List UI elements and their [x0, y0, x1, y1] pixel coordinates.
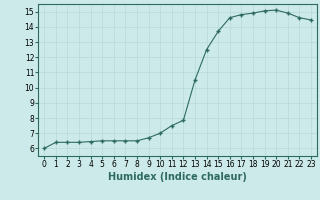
X-axis label: Humidex (Indice chaleur): Humidex (Indice chaleur)	[108, 172, 247, 182]
